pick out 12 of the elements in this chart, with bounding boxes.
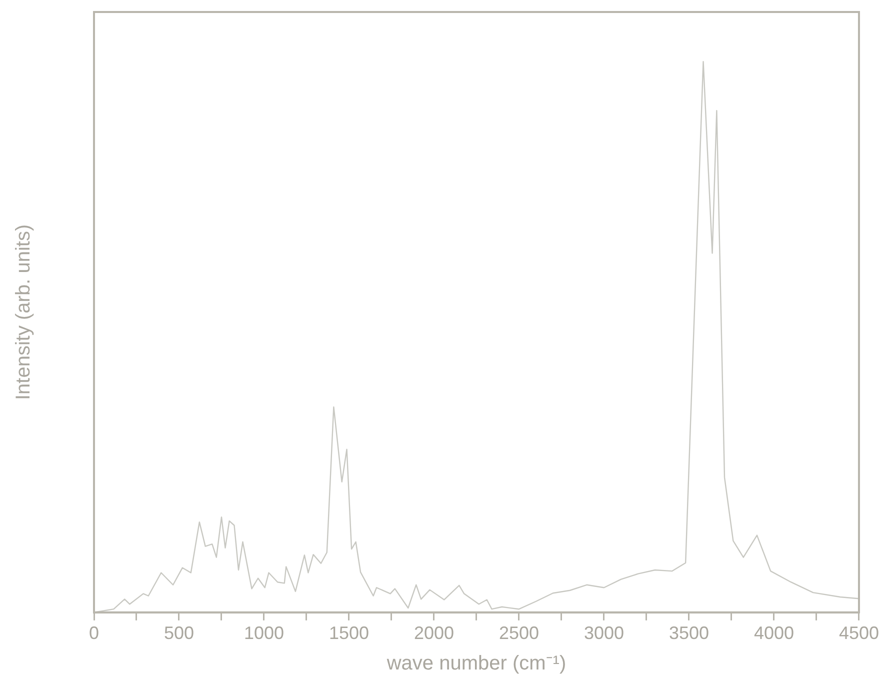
x-tick-label: 0 (88, 623, 100, 644)
x-tick-label: 1500 (328, 623, 370, 644)
x-tick-label: 3500 (668, 623, 710, 644)
x-tick-label: 4000 (754, 623, 794, 644)
x-axis-title: wave number (cm⁻¹) (386, 652, 566, 675)
x-tick-label: 3000 (584, 623, 624, 644)
x-tick-label: 1000 (244, 623, 284, 644)
x-tick-label: 2500 (498, 623, 540, 644)
x-tick-label: 4500 (838, 623, 879, 644)
y-axis-title: Intensity (arb. units) (12, 224, 35, 400)
x-tick-label: 2000 (414, 623, 454, 644)
x-tick-label: 500 (164, 623, 194, 644)
